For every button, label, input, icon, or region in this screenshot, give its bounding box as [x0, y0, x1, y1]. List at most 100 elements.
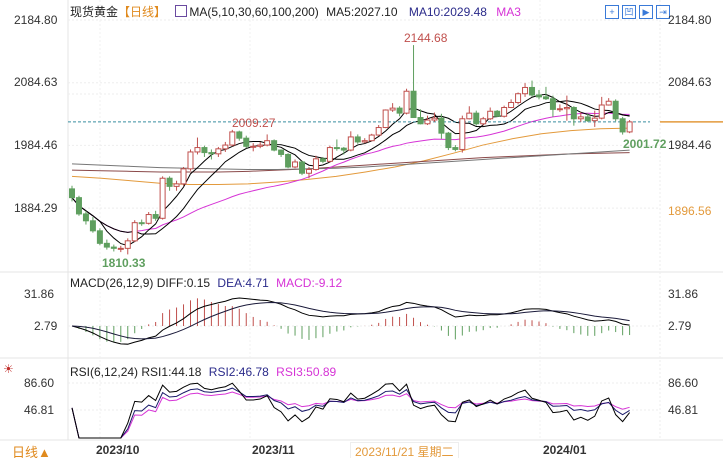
candle-body	[473, 112, 480, 125]
candle-body	[522, 86, 529, 95]
rsi-line-rsi1	[71, 382, 630, 439]
rsi1-value: RSI1:44.18	[141, 365, 202, 379]
candle-body	[117, 247, 124, 250]
candle-body	[138, 222, 145, 225]
candle-body	[194, 147, 201, 153]
candle-body	[229, 131, 236, 146]
candle-body	[305, 168, 312, 174]
indicator-settings-icon[interactable]: ☀	[3, 362, 14, 376]
rsi-label: 86.60	[24, 376, 55, 390]
ma-line-ma10	[71, 100, 630, 235]
ma-settings-icon[interactable]	[175, 5, 188, 17]
candle-body	[145, 214, 152, 224]
macd-label: 31.86	[24, 287, 55, 301]
chart-icon[interactable]: ▶	[639, 5, 653, 19]
candle-body	[110, 246, 117, 249]
rsi-label: 86.60	[668, 376, 699, 390]
candle-body	[264, 140, 271, 146]
macd-dea: DEA:4.71	[217, 276, 269, 290]
candle-body	[626, 121, 633, 133]
candle-body	[529, 86, 536, 96]
candle-body	[403, 90, 410, 114]
exit-icon[interactable]: ⇥	[656, 5, 670, 19]
candle-body	[368, 134, 375, 142]
rsi-label: 46.81	[24, 403, 55, 417]
main-header: 现货黄金【日线】 MA(5,10,30,60,100,200) MA5:2027…	[70, 3, 521, 20]
candle-body	[410, 90, 417, 119]
candle-body	[173, 183, 180, 187]
period-button[interactable]: 日线▲	[12, 445, 51, 458]
candle-body	[389, 107, 396, 111]
low-annotation: 1810.33	[102, 256, 146, 270]
crosshair-price-label: 1896.56	[668, 204, 712, 218]
ma-line-ma5	[71, 93, 630, 247]
ma10-value: MA10:2029.48	[408, 5, 487, 19]
candle-body	[417, 117, 424, 125]
candle-body	[515, 93, 522, 103]
candle-body	[501, 107, 508, 117]
crosshair-icon[interactable]: +	[605, 5, 619, 19]
candle-body	[82, 213, 89, 222]
candle-body	[563, 107, 570, 110]
candle-body	[131, 222, 138, 242]
ma-title: MA(5,10,30,60,100,200)	[189, 5, 319, 19]
candle-body	[159, 177, 166, 219]
candle-body	[69, 188, 75, 199]
candle-body	[438, 117, 445, 134]
candle-body	[208, 152, 215, 155]
rsi-label: 46.81	[668, 403, 699, 417]
candle-body	[598, 104, 605, 119]
candle-body	[75, 197, 82, 215]
candle-body	[605, 100, 612, 106]
rsi-line-rsi2	[71, 387, 630, 439]
candle-body	[459, 118, 466, 150]
ma-line-ma30	[71, 112, 630, 233]
candle-body	[431, 117, 438, 121]
candle-body	[584, 116, 591, 122]
macd-diff-line	[71, 297, 630, 345]
candle-body	[577, 116, 584, 120]
candle-body	[243, 137, 250, 147]
zoom-icon[interactable]: 凹	[622, 5, 636, 19]
candle-body	[556, 108, 563, 111]
candle-body	[494, 110, 501, 117]
period-label[interactable]: 【日线】	[118, 5, 167, 19]
ma5-value: MA5:2027.10	[326, 5, 398, 19]
instrument-name: 现货黄金	[70, 5, 119, 19]
candle-body	[236, 131, 243, 139]
candle-body	[180, 168, 187, 185]
date-label: 2023/10	[96, 443, 140, 457]
candle-body	[466, 112, 473, 120]
candle-body	[124, 240, 131, 249]
candle-body	[347, 136, 354, 151]
date-label: 2023/11	[252, 443, 295, 457]
candle-body	[361, 140, 368, 143]
ma-line-ma200	[71, 149, 630, 170]
candle-body	[292, 161, 299, 168]
candle-body	[103, 242, 110, 248]
candle-body	[312, 158, 319, 170]
macd-header: MACD(26,12,9) DIFF:0.15 DEA:4.71 MACD:-9…	[70, 276, 342, 290]
macd-value: MACD:-9.12	[276, 276, 343, 290]
candle-body	[354, 136, 361, 143]
ma-line-ma100	[71, 152, 630, 173]
right-price-label: 1984.46	[668, 138, 712, 152]
macd-title: MACD(26,12,9)	[70, 276, 154, 290]
candle-body	[319, 158, 326, 162]
candle-body	[396, 107, 403, 114]
rsi-title: RSI(6,12,24)	[70, 365, 139, 379]
macd-label: 2.79	[34, 319, 58, 333]
macd-dea-line	[71, 302, 630, 340]
rsi2-value: RSI2:46.78	[208, 365, 269, 379]
rsi3-value: RSI3:50.89	[276, 365, 337, 379]
high-annotation: 2144.68	[404, 31, 448, 45]
candle-body	[612, 100, 619, 120]
candle-body	[257, 144, 264, 147]
candle-body	[166, 177, 173, 187]
candle-body	[445, 132, 452, 149]
right-price-label: 2084.63	[668, 75, 712, 89]
rsi-line-rsi3	[71, 391, 630, 439]
candle-body	[222, 144, 229, 150]
